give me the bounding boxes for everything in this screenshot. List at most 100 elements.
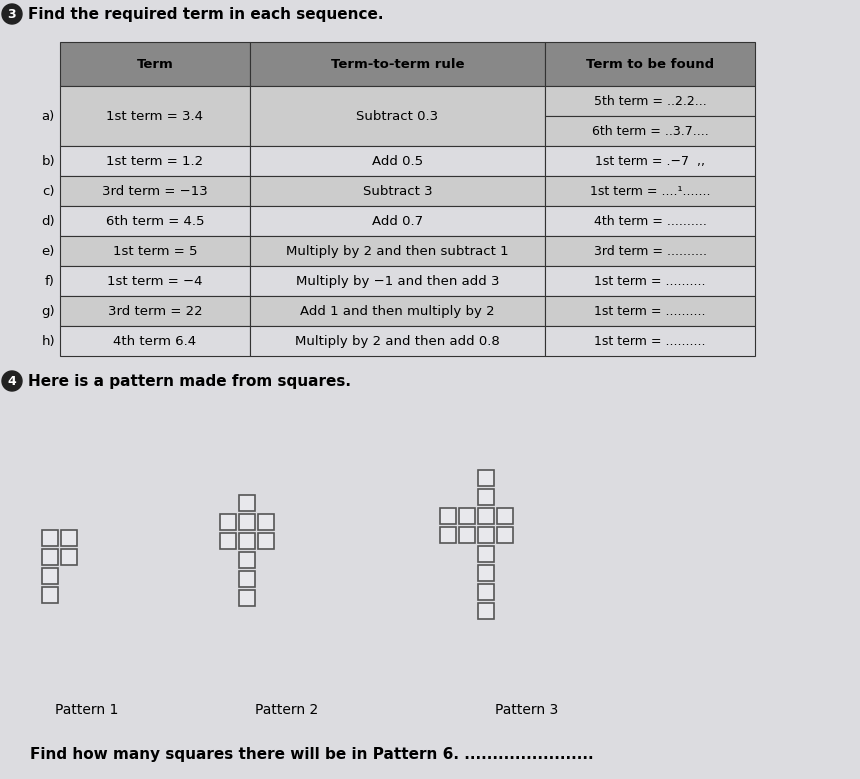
Bar: [220, 514, 236, 530]
Bar: [478, 527, 494, 543]
Text: 6th term = ..3.7....: 6th term = ..3.7....: [592, 125, 709, 138]
Text: Term-to-term rule: Term-to-term rule: [331, 58, 464, 71]
Bar: [545, 326, 755, 356]
Bar: [60, 42, 250, 86]
Bar: [459, 527, 475, 543]
Bar: [42, 530, 58, 546]
Bar: [250, 86, 545, 146]
Text: b): b): [41, 154, 55, 167]
Text: e): e): [41, 245, 55, 258]
Text: 1st term = ..........: 1st term = ..........: [594, 274, 706, 287]
Text: Find the required term in each sequence.: Find the required term in each sequence.: [28, 6, 384, 22]
Bar: [478, 470, 494, 486]
Bar: [545, 266, 755, 296]
Text: Subtract 0.3: Subtract 0.3: [356, 110, 439, 122]
Text: d): d): [41, 214, 55, 227]
Text: 1st term = ..........: 1st term = ..........: [594, 334, 706, 347]
Circle shape: [2, 4, 22, 24]
Text: 3: 3: [8, 8, 16, 20]
Text: Multiply by 2 and then add 0.8: Multiply by 2 and then add 0.8: [295, 334, 500, 347]
Text: a): a): [42, 110, 55, 122]
Text: 1st term = .−7  ,,: 1st term = .−7 ,,: [595, 154, 705, 167]
Text: Multiply by −1 and then add 3: Multiply by −1 and then add 3: [296, 274, 500, 287]
Bar: [440, 508, 456, 524]
Bar: [497, 527, 513, 543]
Text: f): f): [45, 274, 55, 287]
Bar: [440, 527, 456, 543]
Bar: [478, 546, 494, 562]
Bar: [42, 568, 58, 584]
Bar: [478, 489, 494, 505]
Bar: [545, 116, 755, 146]
Bar: [61, 530, 77, 546]
Bar: [478, 584, 494, 600]
Bar: [42, 587, 58, 603]
Bar: [250, 206, 545, 236]
Text: Term: Term: [137, 58, 174, 71]
Bar: [545, 206, 755, 236]
Bar: [478, 603, 494, 619]
Bar: [478, 508, 494, 524]
Text: Add 0.5: Add 0.5: [372, 154, 423, 167]
Bar: [250, 42, 545, 86]
Bar: [250, 236, 545, 266]
Bar: [60, 176, 250, 206]
Bar: [60, 236, 250, 266]
Text: 4th term 6.4: 4th term 6.4: [114, 334, 197, 347]
Bar: [60, 86, 250, 146]
Bar: [61, 549, 77, 565]
Bar: [459, 508, 475, 524]
Text: 1st term = 3.4: 1st term = 3.4: [107, 110, 204, 122]
Bar: [258, 533, 274, 549]
Bar: [239, 552, 255, 568]
Bar: [239, 533, 255, 549]
Bar: [545, 176, 755, 206]
Bar: [545, 146, 755, 176]
Bar: [545, 296, 755, 326]
Bar: [239, 514, 255, 530]
Text: h): h): [41, 334, 55, 347]
Bar: [250, 296, 545, 326]
Bar: [42, 549, 58, 565]
Bar: [60, 266, 250, 296]
Bar: [250, 176, 545, 206]
Bar: [239, 495, 255, 511]
Text: 3rd term = −13: 3rd term = −13: [102, 185, 208, 198]
Bar: [545, 236, 755, 266]
Text: g): g): [41, 305, 55, 318]
Circle shape: [2, 371, 22, 391]
Bar: [239, 571, 255, 587]
Text: Add 0.7: Add 0.7: [372, 214, 423, 227]
Text: 3rd term = ..........: 3rd term = ..........: [593, 245, 707, 258]
Text: 5th term = ..2.2...: 5th term = ..2.2...: [593, 94, 706, 108]
Bar: [545, 42, 755, 86]
Text: Find how many squares there will be in Pattern 6. .......................: Find how many squares there will be in P…: [30, 748, 593, 763]
Text: 3rd term = 22: 3rd term = 22: [108, 305, 202, 318]
Text: Here is a pattern made from squares.: Here is a pattern made from squares.: [28, 373, 351, 389]
Text: 6th term = 4.5: 6th term = 4.5: [106, 214, 205, 227]
Text: 1st term = ....¹.......: 1st term = ....¹.......: [590, 185, 710, 198]
Text: Pattern 3: Pattern 3: [495, 703, 558, 717]
Text: Pattern 2: Pattern 2: [255, 703, 318, 717]
Bar: [220, 533, 236, 549]
Bar: [60, 326, 250, 356]
Bar: [258, 514, 274, 530]
Bar: [497, 508, 513, 524]
Bar: [250, 146, 545, 176]
Bar: [250, 266, 545, 296]
Text: Multiply by 2 and then subtract 1: Multiply by 2 and then subtract 1: [286, 245, 509, 258]
Bar: [545, 86, 755, 116]
Text: Add 1 and then multiply by 2: Add 1 and then multiply by 2: [300, 305, 494, 318]
Text: 4: 4: [8, 375, 16, 387]
Text: Pattern 1: Pattern 1: [55, 703, 119, 717]
Text: 1st term = −4: 1st term = −4: [108, 274, 203, 287]
Text: 1st term = ..........: 1st term = ..........: [594, 305, 706, 318]
Bar: [60, 146, 250, 176]
Text: 4th term = ..........: 4th term = ..........: [593, 214, 706, 227]
Text: 1st term = 5: 1st term = 5: [113, 245, 197, 258]
Text: 1st term = 1.2: 1st term = 1.2: [107, 154, 204, 167]
Text: c): c): [42, 185, 55, 198]
Bar: [239, 590, 255, 606]
Text: Subtract 3: Subtract 3: [363, 185, 433, 198]
Bar: [60, 296, 250, 326]
